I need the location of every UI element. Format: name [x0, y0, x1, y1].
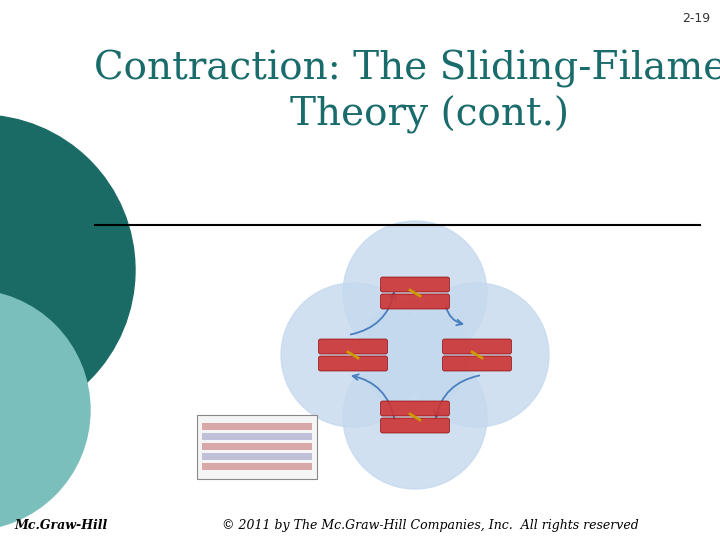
Text: © 2011 by The Mc.Graw-Hill Companies, Inc.  All rights reserved: © 2011 by The Mc.Graw-Hill Companies, In…: [222, 519, 639, 532]
FancyBboxPatch shape: [443, 356, 511, 371]
FancyBboxPatch shape: [380, 277, 449, 292]
FancyBboxPatch shape: [380, 401, 449, 416]
Circle shape: [343, 221, 487, 365]
Circle shape: [360, 300, 470, 410]
FancyBboxPatch shape: [380, 294, 449, 309]
Circle shape: [343, 345, 487, 489]
Circle shape: [405, 283, 549, 427]
Bar: [202, 423, 312, 430]
Circle shape: [0, 290, 90, 530]
Circle shape: [281, 283, 425, 427]
Text: Mc.Graw-Hill: Mc.Graw-Hill: [14, 519, 107, 532]
Bar: [202, 463, 312, 470]
FancyBboxPatch shape: [197, 415, 317, 479]
Text: 2-19: 2-19: [682, 12, 710, 25]
Bar: [202, 443, 312, 450]
Text: Contraction: The Sliding-Filament
Theory (cont.): Contraction: The Sliding-Filament Theory…: [94, 50, 720, 134]
Bar: [202, 453, 312, 460]
Bar: [202, 433, 312, 440]
FancyBboxPatch shape: [318, 339, 387, 354]
FancyBboxPatch shape: [380, 418, 449, 433]
Circle shape: [0, 115, 135, 425]
FancyBboxPatch shape: [443, 339, 511, 354]
FancyBboxPatch shape: [318, 356, 387, 371]
